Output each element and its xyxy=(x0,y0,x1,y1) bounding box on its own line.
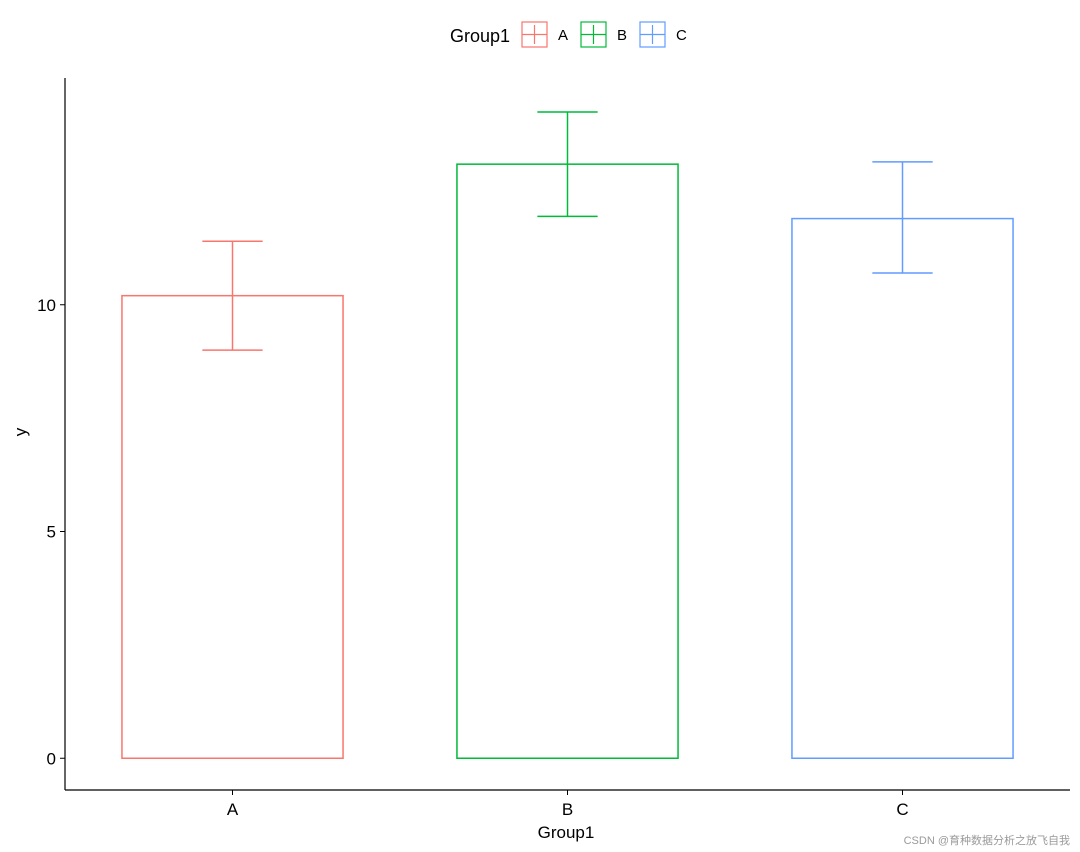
x-tick-label-C: C xyxy=(896,800,908,819)
watermark: CSDN @育种数据分析之放飞自我 xyxy=(904,833,1070,847)
error-bar-C xyxy=(872,161,933,274)
y-tick-label: 5 xyxy=(47,523,56,542)
error-bar-A xyxy=(202,240,263,351)
legend: Group1 A B C xyxy=(450,21,687,48)
y-tick-label: 0 xyxy=(47,749,56,768)
legend-item-C: C xyxy=(639,21,687,48)
bar-A xyxy=(121,294,344,760)
error-bar-B xyxy=(537,111,598,218)
legend-label: B xyxy=(617,27,627,44)
y-axis-title: y xyxy=(11,427,30,436)
y-tick-label: 10 xyxy=(37,296,56,315)
legend-label: A xyxy=(558,27,568,44)
x-tick-label-B: B xyxy=(562,800,573,819)
bar-C xyxy=(791,217,1014,760)
x-axis-title: Group1 xyxy=(538,823,595,842)
legend-label: C xyxy=(676,27,687,44)
bar-B xyxy=(456,163,679,760)
x-tick-label-A: A xyxy=(227,800,239,819)
legend-item-B: B xyxy=(580,21,627,48)
legend-item-A: A xyxy=(521,21,568,48)
legend-title: Group1 xyxy=(450,26,510,46)
